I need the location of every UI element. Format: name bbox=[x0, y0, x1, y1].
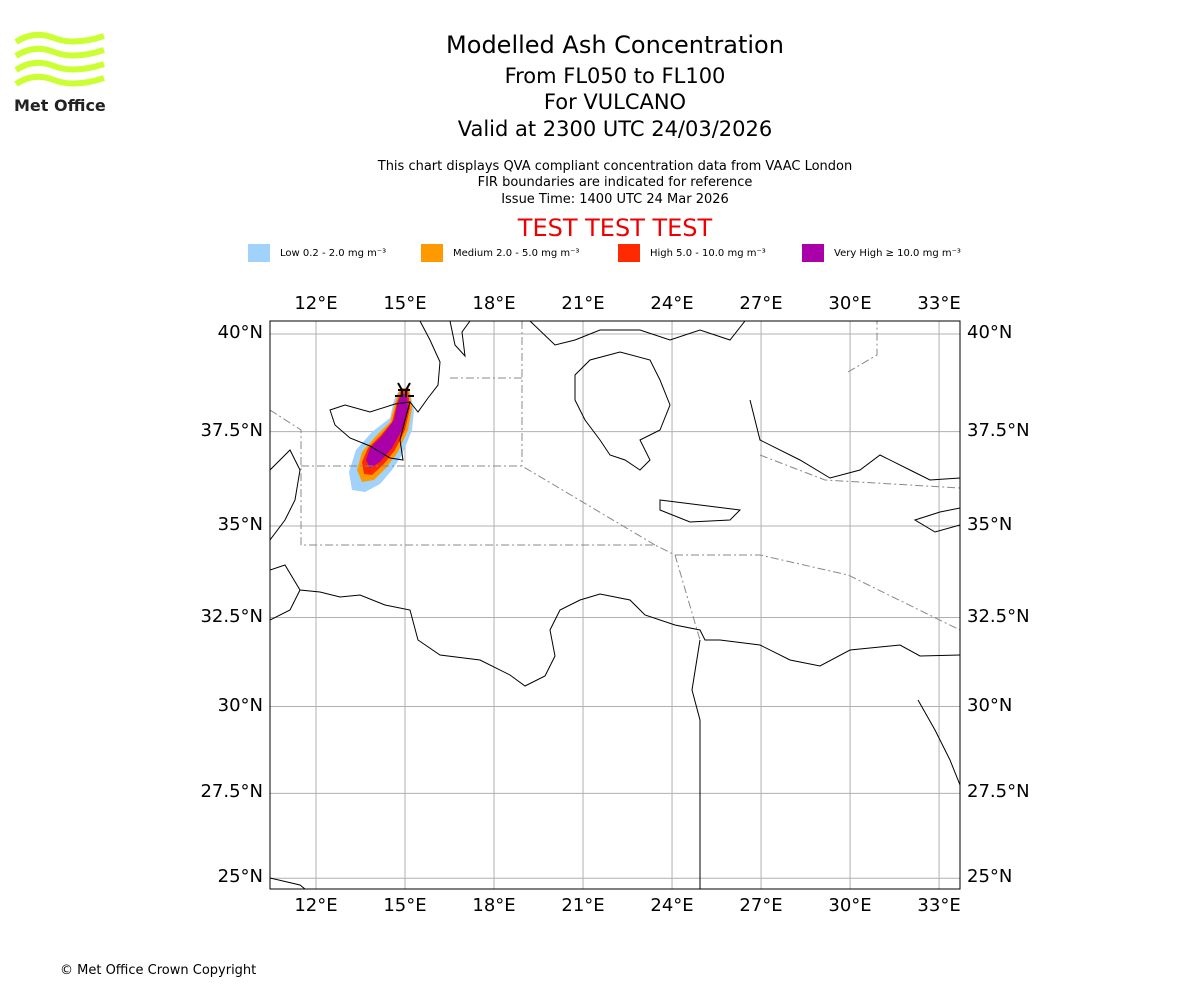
logo-waves-icon bbox=[14, 31, 105, 87]
chart-title: Modelled Ash Concentration bbox=[446, 31, 784, 59]
lon-tick-label-top: 12°E bbox=[294, 293, 338, 314]
issue-time: Issue Time: 1400 UTC 24 Mar 2026 bbox=[501, 192, 729, 207]
legend-label: Medium 2.0 - 5.0 mg m⁻³ bbox=[453, 247, 580, 259]
graticule bbox=[270, 321, 960, 889]
lat-tick-label-left: 40°N bbox=[217, 322, 263, 343]
lon-tick-label-top: 30°E bbox=[828, 293, 872, 314]
lat-tick-label-right: 30°N bbox=[967, 694, 1013, 716]
logo-text: Met Office bbox=[14, 96, 106, 115]
lon-tick-label-bottom: 21°E bbox=[561, 895, 605, 916]
valid-time: Valid at 2300 UTC 24/03/2026 bbox=[457, 117, 773, 141]
lon-tick-label-bottom: 18°E bbox=[472, 895, 516, 916]
flight-levels: From FL050 to FL100 bbox=[504, 64, 726, 88]
qva-note: This chart displays QVA compliant concen… bbox=[377, 159, 853, 174]
lat-tick-label-left: 27.5°N bbox=[200, 781, 263, 803]
fir-boundaries bbox=[270, 321, 960, 641]
lon-tick-label-bottom: 27°E bbox=[739, 895, 783, 916]
lat-tick-label-right: 35°N bbox=[967, 513, 1013, 535]
legend-medium: Medium 2.0 - 5.0 mg m⁻³ bbox=[421, 244, 579, 262]
map-frame bbox=[269, 320, 961, 890]
lon-tick-label-top: 24°E bbox=[650, 293, 694, 314]
ash-plume bbox=[349, 388, 414, 492]
lon-tick-label-top: 21°E bbox=[561, 293, 605, 314]
lat-tick-label-right: 40°N bbox=[967, 322, 1013, 343]
met-office-logo: Met Office bbox=[14, 30, 106, 115]
lon-tick-label-bottom: 33°E bbox=[917, 895, 961, 916]
lon-tick-label-bottom: 30°E bbox=[828, 895, 872, 916]
lon-tick-label-bottom: 15°E bbox=[383, 895, 427, 916]
legend-swatch-low bbox=[248, 244, 270, 262]
legend-low: Low 0.2 - 2.0 mg m⁻³ bbox=[248, 244, 386, 262]
lon-tick-label-top: 33°E bbox=[917, 293, 961, 314]
lat-tick-label-left: 35°N bbox=[217, 513, 263, 535]
volcano-icon bbox=[395, 382, 414, 397]
lat-tick-label-right: 25°N bbox=[967, 866, 1013, 888]
lon-tick-label-top: 18°E bbox=[472, 293, 516, 314]
coastlines bbox=[270, 321, 960, 889]
fir-note: FIR boundaries are indicated for referen… bbox=[477, 175, 753, 190]
lon-tick-label-bottom: 12°E bbox=[294, 895, 338, 916]
legend-label: High 5.0 - 10.0 mg m⁻³ bbox=[650, 247, 766, 259]
copyright: © Met Office Crown Copyright bbox=[60, 963, 257, 978]
legend-label: Low 0.2 - 2.0 mg m⁻³ bbox=[280, 247, 387, 259]
legend-high: High 5.0 - 10.0 mg m⁻³ bbox=[618, 244, 766, 262]
lat-tick-label-right: 37.5°N bbox=[967, 419, 1030, 441]
test-banner: TEST TEST TEST bbox=[517, 214, 713, 242]
lon-tick-label-top: 15°E bbox=[383, 293, 427, 314]
lon-tick-label-bottom: 24°E bbox=[650, 895, 694, 916]
legend-label: Very High ≥ 10.0 mg m⁻³ bbox=[834, 247, 961, 259]
volcano-name: For VULCANO bbox=[543, 90, 687, 114]
lat-tick-label-left: 32.5°N bbox=[200, 605, 263, 627]
lat-tick-label-left: 30°N bbox=[217, 694, 263, 716]
legend-swatch-high bbox=[618, 244, 640, 262]
legend-swatch-very-high bbox=[802, 244, 824, 262]
lat-tick-label-left: 25°N bbox=[217, 866, 263, 888]
lon-tick-label-top: 27°E bbox=[739, 293, 783, 314]
legend-very-high: Very High ≥ 10.0 mg m⁻³ bbox=[802, 244, 961, 262]
lat-tick-label-right: 27.5°N bbox=[967, 781, 1030, 803]
legend-swatch-medium bbox=[421, 244, 443, 262]
lat-tick-label-left: 37.5°N bbox=[200, 419, 263, 441]
lat-tick-label-right: 32.5°N bbox=[967, 605, 1030, 627]
